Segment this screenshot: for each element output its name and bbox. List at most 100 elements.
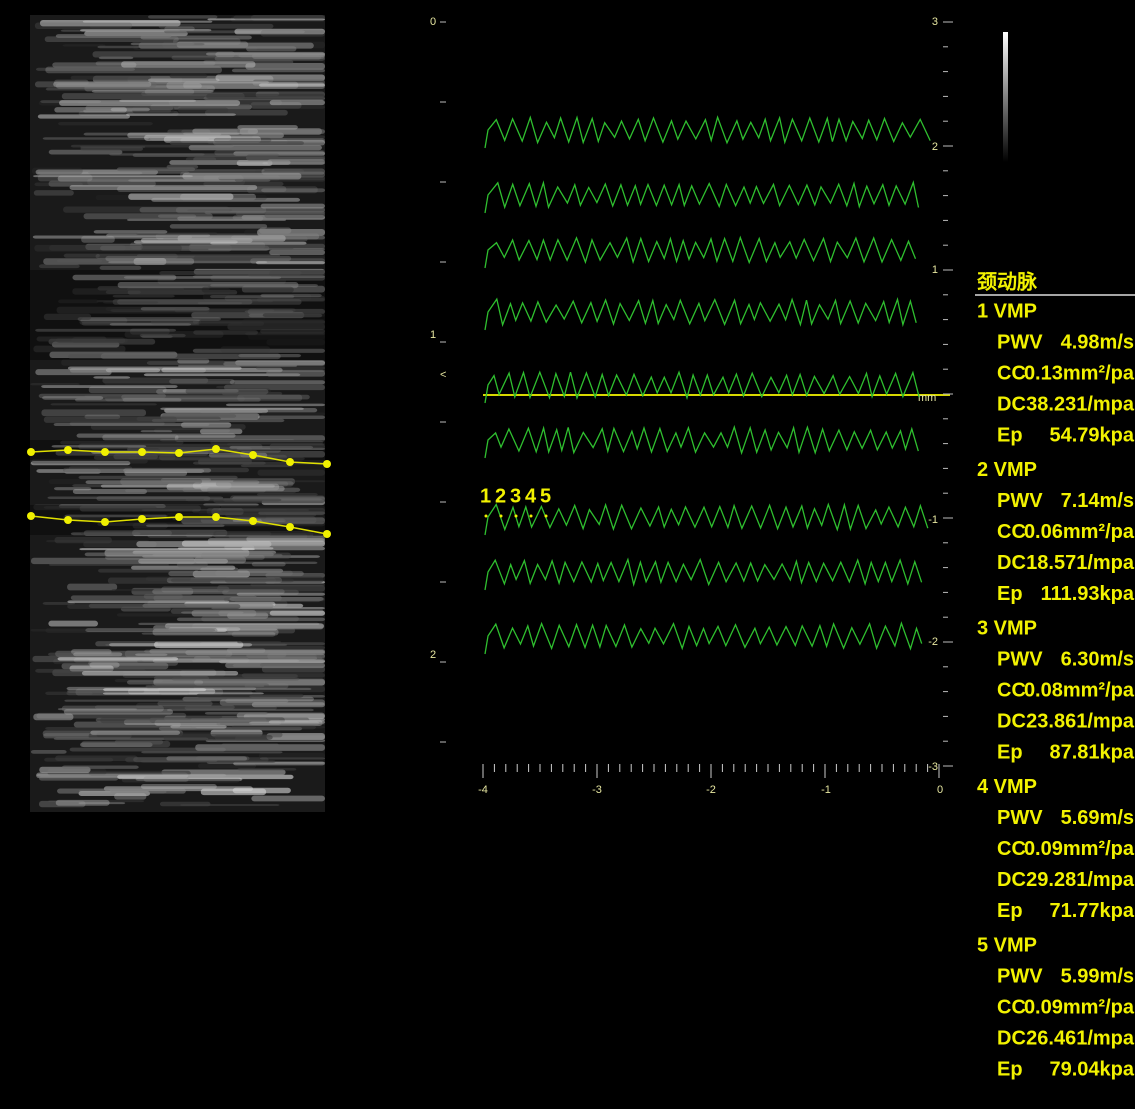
speckle [39, 264, 80, 268]
speckle [241, 465, 293, 468]
right-tick-label: -2 [928, 636, 938, 648]
metric-value: 6.30m/s [1061, 648, 1134, 670]
speckle [110, 791, 166, 794]
speckle [62, 766, 139, 769]
trace-point [286, 458, 294, 466]
speckle [46, 540, 149, 542]
gray-bar [1003, 32, 1008, 162]
speckle [214, 138, 272, 142]
metric-label: Ep [997, 741, 1023, 763]
speckle [39, 776, 118, 780]
speckle [261, 204, 325, 209]
speckle [269, 250, 325, 255]
speckle [64, 700, 211, 702]
right-tick-label: 3 [932, 16, 938, 28]
speckle [79, 476, 238, 479]
speckle [58, 657, 178, 660]
speckle [148, 15, 217, 18]
unit-label: mm [918, 392, 936, 404]
speckle [70, 748, 226, 752]
metric-value: 5.99m/s [1061, 965, 1134, 987]
metric-value: 26.461/mpa [1026, 1027, 1135, 1049]
metric-label: Ep [997, 1058, 1023, 1080]
speckle [158, 215, 196, 218]
metric-value: 18.571/mpa [1026, 552, 1135, 574]
speckle [33, 714, 73, 721]
speckle [144, 594, 183, 599]
speckle [81, 741, 170, 747]
speckle [138, 623, 320, 625]
metric-value: 54.79kpa [1049, 424, 1134, 446]
metric-value: 0.13mm²/pa [1024, 362, 1135, 384]
metric-label: DC [997, 393, 1026, 415]
speckle [128, 194, 233, 200]
speckle [88, 171, 189, 173]
side-marker: < [440, 369, 446, 381]
speckle [242, 673, 325, 677]
trace-point [101, 518, 109, 526]
metric-label: DC [997, 1027, 1026, 1049]
speckle [127, 219, 286, 221]
speckle [50, 403, 156, 405]
speckle [33, 175, 193, 177]
speckle [216, 386, 247, 388]
speckle [96, 496, 210, 501]
speckle [59, 100, 240, 106]
speckle [261, 188, 325, 192]
trace-point [64, 446, 72, 454]
speckle [121, 61, 255, 67]
metric-value: 0.06mm²/pa [1024, 521, 1135, 543]
speckle [261, 412, 325, 415]
speckle [67, 600, 229, 603]
speckle [153, 629, 279, 636]
speckle [178, 365, 297, 367]
left-tick-label: 1 [430, 329, 436, 341]
speckle [252, 702, 325, 707]
speckle [270, 611, 325, 616]
trace-point [138, 448, 146, 456]
x-tick-label: -4 [478, 784, 488, 796]
speckle [145, 685, 264, 687]
speckle [35, 81, 157, 87]
speckle [71, 76, 151, 80]
measurement-name: 1 VMP [977, 300, 1037, 322]
metric-label: PWV [997, 807, 1043, 829]
speckle [237, 593, 325, 596]
speckle [201, 616, 299, 621]
speckle [82, 671, 238, 676]
speckle [205, 712, 268, 715]
speckle [58, 122, 153, 125]
trace-point [249, 517, 257, 525]
trace-point [64, 516, 72, 524]
speckle [251, 796, 325, 802]
beat-dot [545, 515, 548, 518]
right-tick-label: 1 [932, 264, 938, 276]
measurement-name: 2 VMP [977, 459, 1037, 481]
x-tick-label: -1 [821, 784, 831, 796]
speckle [49, 479, 202, 484]
speckle [259, 753, 325, 760]
speckle [157, 688, 311, 690]
trace-point [138, 515, 146, 523]
speckle [186, 388, 271, 394]
metric-label: PWV [997, 490, 1043, 512]
speckle [170, 74, 208, 78]
speckle [201, 486, 285, 491]
speckle [168, 571, 303, 576]
speckle [167, 709, 314, 711]
speckle [172, 677, 300, 681]
speckle [238, 768, 297, 771]
speckle [221, 744, 280, 748]
speckle [159, 24, 274, 29]
left-tick-label: 2 [430, 649, 436, 661]
speckle [264, 213, 325, 218]
speckle [138, 559, 228, 564]
speckle [30, 383, 80, 385]
metric-label: PWV [997, 648, 1043, 670]
trace-point [323, 460, 331, 468]
speckle [259, 84, 325, 87]
beat-dot [530, 515, 533, 518]
beat-label: 3 [510, 485, 521, 507]
speckle [250, 258, 325, 264]
speckle [54, 423, 210, 426]
